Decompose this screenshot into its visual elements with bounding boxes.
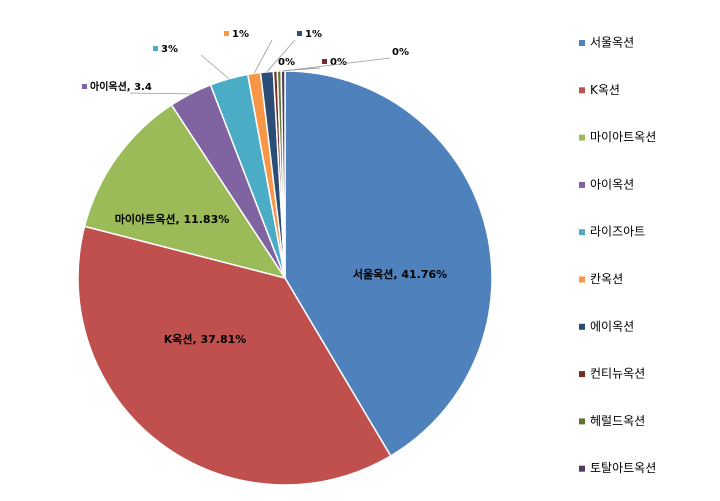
data-label: K옥션, 37.81%	[164, 333, 247, 346]
legend-marker	[579, 465, 585, 472]
data-label: 마이아트옥션, 11.83%	[115, 212, 230, 226]
pie-slice	[284, 70, 493, 458]
label-marker	[153, 46, 158, 51]
pie-slice	[83, 103, 287, 280]
data-label: 3%	[161, 44, 178, 55]
legend-marker	[579, 323, 585, 330]
data-label: 아이옥션, 3.4	[90, 80, 152, 93]
data-label: 1%	[305, 29, 322, 40]
label-marker	[322, 59, 327, 64]
legend-label: 칸옥션	[590, 272, 623, 286]
data-label: 서울옥션, 41.76%	[353, 267, 447, 281]
legend-label: 아이옥션	[590, 177, 634, 191]
legend-marker	[579, 229, 585, 236]
legend-label: K옥션	[590, 83, 620, 97]
legend-label: 컨티뉴옥션	[590, 367, 645, 381]
label-marker	[224, 31, 229, 36]
data-label: 0%	[278, 57, 295, 68]
data-label: 0%	[330, 57, 347, 68]
legend-label: 라이즈아트	[590, 225, 645, 239]
data-label: 0%	[392, 47, 409, 58]
data-label: 1%	[232, 29, 249, 40]
legend-label: 서울옥션	[590, 36, 634, 50]
legend-marker	[579, 87, 585, 94]
pie-slice	[77, 225, 392, 486]
legend-marker	[579, 418, 585, 425]
label-marker	[82, 84, 87, 89]
legend-marker	[579, 371, 585, 378]
legend-marker	[579, 276, 585, 283]
legend-marker	[579, 134, 585, 141]
legend-label: 토탈아트옥션	[590, 461, 656, 475]
legend-marker	[579, 40, 585, 46]
legend-label: 마이아트옥션	[590, 130, 656, 144]
legend-label: 에이옥션	[590, 319, 634, 333]
legend-marker	[579, 181, 585, 188]
leader-line	[200, 54, 230, 80]
leader-line	[253, 39, 273, 74]
leader-line	[266, 39, 296, 73]
legend-label: 헤럴드옥션	[590, 414, 645, 428]
label-marker	[297, 31, 302, 36]
leader-line	[129, 92, 191, 95]
leader-line	[283, 57, 391, 72]
